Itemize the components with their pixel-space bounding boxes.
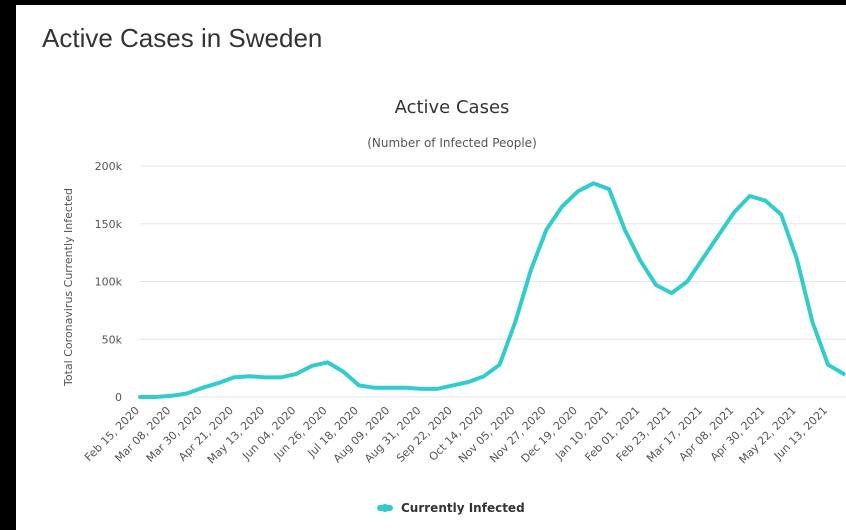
legend[interactable]: Currently Infected bbox=[377, 501, 525, 515]
page-title: Active Cases in Sweden bbox=[42, 23, 323, 53]
y-tick-label: 200k bbox=[95, 160, 123, 173]
series-line-currently-infected bbox=[138, 181, 846, 399]
chart-title: Active Cases bbox=[395, 97, 510, 118]
legend-marker bbox=[381, 504, 389, 512]
y-axis-title: Total Coronavirus Currently Infected bbox=[62, 188, 75, 387]
y-tick-label: 50k bbox=[102, 333, 123, 346]
active-cases-chart: Active Cases (Number of Infected People)… bbox=[62, 97, 846, 515]
y-tick-label: 100k bbox=[95, 276, 123, 289]
y-tick-label: 150k bbox=[95, 218, 123, 231]
y-axis-ticks: 0 50k 100k 150k 200k bbox=[95, 160, 123, 404]
chart-subtitle: (Number of Infected People) bbox=[367, 136, 537, 150]
series-layer bbox=[138, 181, 846, 399]
y-tick-label: 0 bbox=[115, 391, 122, 404]
legend-label-currently-infected[interactable]: Currently Infected bbox=[401, 501, 525, 515]
chart-panel: Active Cases in Sweden Active Cases (Num… bbox=[16, 5, 846, 530]
grid-lines bbox=[140, 165, 846, 398]
